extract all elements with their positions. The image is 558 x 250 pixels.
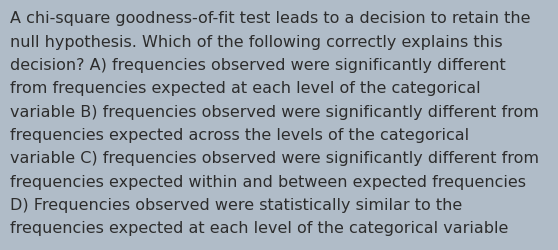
Text: frequencies expected at each level of the categorical variable: frequencies expected at each level of th… xyxy=(10,220,508,236)
Text: null hypothesis. Which of the following correctly explains this: null hypothesis. Which of the following … xyxy=(10,34,503,50)
Text: decision? A) frequencies observed were significantly different: decision? A) frequencies observed were s… xyxy=(10,58,506,73)
Text: from frequencies expected at each level of the categorical: from frequencies expected at each level … xyxy=(10,81,480,96)
Text: variable B) frequencies observed were significantly different from: variable B) frequencies observed were si… xyxy=(10,104,539,119)
Text: D) Frequencies observed were statistically similar to the: D) Frequencies observed were statistical… xyxy=(10,197,462,212)
Text: A chi-square goodness-of-fit test leads to a decision to retain the: A chi-square goodness-of-fit test leads … xyxy=(10,11,531,26)
Text: frequencies expected across the levels of the categorical: frequencies expected across the levels o… xyxy=(10,128,469,142)
Text: frequencies expected within and between expected frequencies: frequencies expected within and between … xyxy=(10,174,526,189)
Text: variable C) frequencies observed were significantly different from: variable C) frequencies observed were si… xyxy=(10,151,539,166)
